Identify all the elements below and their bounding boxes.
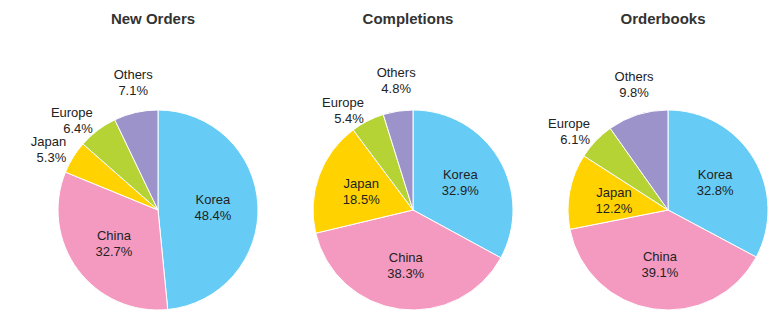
svg-text:Japan12.2%: Japan12.2%: [596, 185, 633, 216]
svg-text:Others7.1%: Others7.1%: [114, 67, 154, 98]
svg-text:Others9.8%: Others9.8%: [615, 69, 655, 100]
svg-text:Korea32.8%: Korea32.8%: [697, 167, 734, 198]
svg-text:Europe6.1%: Europe6.1%: [548, 116, 590, 147]
svg-text:Korea48.4%: Korea48.4%: [194, 192, 231, 223]
svg-text:Japan5.3%: Japan5.3%: [31, 134, 67, 165]
svg-text:China38.3%: China38.3%: [387, 250, 424, 281]
svg-text:Japan18.5%: Japan18.5%: [343, 176, 380, 207]
html-text:New Orders: New Orders: [110, 10, 196, 27]
svg-text:Europe6.4%: Europe6.4%: [51, 105, 93, 136]
html-text:Orderbooks: Orderbooks: [620, 10, 706, 27]
svg-text:China32.7%: China32.7%: [95, 228, 132, 259]
svg-text:Others4.8%: Others4.8%: [377, 65, 417, 96]
html-text:Completions: Completions: [362, 10, 454, 27]
svg-text:Korea32.9%: Korea32.9%: [442, 167, 479, 198]
svg-text:China39.1%: China39.1%: [641, 249, 678, 280]
svg-text:Europe5.4%: Europe5.4%: [322, 95, 364, 126]
